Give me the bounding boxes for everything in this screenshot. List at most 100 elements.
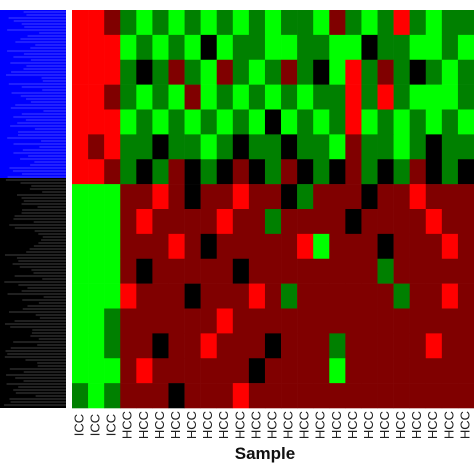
x-tick-label: HCC [232,411,247,439]
heatmap-cell [184,333,201,359]
x-tick-label: ICC [88,414,103,436]
heatmap-cell [393,308,410,334]
heatmap-cell [297,59,314,85]
heatmap-cell [200,59,218,85]
heatmap-cell [168,109,185,135]
heatmap-cell [152,283,169,309]
heatmap-cell [281,383,298,409]
heatmap-cell [361,283,378,309]
heatmap-cell [313,308,330,334]
heatmap-cell [248,59,266,85]
heatmap-cell [441,134,459,160]
heatmap-cell [168,209,185,235]
heatmap-cell [361,34,378,61]
x-axis-label: Sample [235,444,295,463]
heatmap-cell [152,159,169,185]
heatmap-cell [136,333,153,359]
heatmap-cell [120,333,137,359]
heatmap-cell [313,109,330,135]
heatmap-cell [104,283,121,309]
heatmap-cell [168,134,185,160]
heatmap-cell [393,109,410,135]
heatmap-cell [232,10,250,36]
heatmap-cell [152,109,169,135]
heatmap-cell [329,209,346,235]
heatmap-cell [345,383,362,409]
heatmap-cell [248,134,266,160]
heatmap-cell [409,134,427,160]
heatmap-cell [152,333,169,359]
heatmap-cell [232,383,250,409]
heatmap-cell [393,184,410,210]
heatmap-cell [361,84,378,110]
heatmap-cell [104,383,121,409]
heatmap-cell [425,159,443,185]
x-tick-label: HCC [200,411,215,439]
heatmap-cell [313,84,330,110]
heatmap-cell [457,34,474,61]
heatmap-cell [72,59,89,85]
heatmap-cell [168,383,185,409]
heatmap-cell [216,308,234,334]
heatmap-cell [200,159,218,185]
heatmap-cell [441,258,459,284]
heatmap-cell [232,84,250,110]
dendrogram-cluster [0,178,66,408]
heatmap-cell [88,159,105,185]
heatmap-cell [329,59,346,85]
heatmap-cell [313,59,330,85]
heatmap-cell [184,358,201,384]
heatmap-cell [425,134,443,160]
heatmap-cell [248,333,266,359]
heatmap-cell [329,283,346,309]
heatmap-cell [104,358,121,384]
heatmap-cell [425,308,443,334]
heatmap-cell [264,383,282,409]
heatmap-cell [425,383,443,409]
heatmap-cell [441,358,459,384]
heatmap-cell [168,10,185,36]
heatmap-cell [297,209,314,235]
heatmap-cell [297,10,314,36]
heatmap-cell [377,109,394,135]
heatmap-cell [393,209,410,235]
heatmap-cell [313,233,330,260]
heatmap-cell [393,358,410,384]
heatmap-cell [297,159,314,185]
heatmap-cell [104,159,121,185]
heatmap-cell [377,283,394,309]
heatmap-cell [281,358,298,384]
heatmap-cell [120,283,137,309]
heatmap-cell [120,308,137,334]
heatmap-cell [264,283,282,309]
heatmap-cell [361,358,378,384]
heatmap-cell [361,59,378,85]
heatmap-cell [361,184,378,210]
heatmap-cell [248,209,266,235]
heatmap-cell [377,308,394,334]
heatmap-cell [457,134,474,160]
heatmap-cell [409,258,427,284]
x-tick-label: HCC [168,411,183,439]
heatmap-cell [377,159,394,185]
x-tick-label: HCC [216,411,231,439]
heatmap-cell [232,258,250,284]
heatmap-cell [136,209,153,235]
heatmap-cell [329,159,346,185]
heatmap-cell [136,233,153,260]
heatmap-cell [168,308,185,334]
heatmap-cell [345,134,362,160]
heatmap-cell [329,109,346,135]
heatmap-cell [200,10,218,36]
heatmap-cell [297,34,314,61]
heatmap-cell [88,34,105,61]
heatmap-cell [281,283,298,309]
heatmap-cell [168,59,185,85]
heatmap-cell [457,233,474,260]
heatmap-cell [393,233,410,260]
heatmap-cell [200,283,218,309]
heatmap-cell [88,308,105,334]
heatmap-cell [281,159,298,185]
x-tick-label: HCC [457,411,472,439]
heatmap-cell [329,333,346,359]
